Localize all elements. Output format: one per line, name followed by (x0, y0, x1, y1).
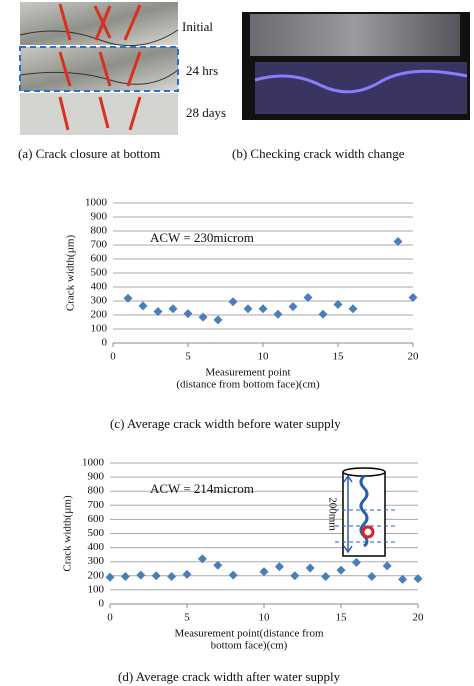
caption: (b) Checking crack width change (232, 146, 405, 161)
y-tick-label: 800 (91, 225, 108, 237)
data-point (303, 293, 313, 302)
y-tick-label: 1000 (85, 197, 108, 209)
y-tick-label: 600 (88, 513, 105, 525)
data-point (151, 571, 161, 581)
y-tick-label: 900 (91, 211, 108, 223)
data-point (288, 302, 298, 312)
x-axis-label: Measurement point (205, 367, 290, 379)
photo-a (19, 2, 179, 135)
x-tick-label: 5 (184, 612, 190, 624)
data-point (367, 572, 377, 582)
data-point (198, 312, 208, 322)
y-tick-label: 300 (88, 555, 105, 567)
caption: (d) Average crack width after water supp… (118, 669, 341, 684)
y-tick-label: 400 (91, 281, 108, 293)
inset-label: 200mm (326, 497, 338, 531)
data-point (167, 572, 177, 582)
y-tick-label: 500 (88, 527, 105, 539)
y-tick-label: 100 (91, 323, 108, 335)
data-point (321, 572, 331, 582)
y-tick-label: 700 (91, 239, 108, 251)
data-point (259, 567, 269, 577)
data-point (197, 554, 207, 564)
data-point (273, 309, 283, 319)
photo-label: Initial (182, 19, 213, 34)
x-tick-label: 20 (413, 612, 425, 624)
y-tick-label: 800 (88, 485, 105, 497)
y-tick-label: 100 (88, 583, 105, 595)
y-tick-label: 0 (102, 337, 108, 349)
x-tick-label: 0 (110, 351, 116, 363)
x-tick-label: 0 (107, 612, 113, 624)
data-point (120, 572, 130, 582)
photo-label: 28 days (186, 105, 226, 120)
x-tick-label: 15 (336, 612, 348, 624)
photo-b (242, 12, 470, 120)
data-point (393, 237, 403, 246)
x-tick-label: 5 (185, 351, 191, 363)
y-axis-label: Crack width(µm) (65, 235, 77, 312)
data-point (398, 574, 408, 584)
annotation: ACW = 230microm (150, 230, 254, 245)
data-point (213, 315, 223, 325)
x-tick-label: 15 (333, 351, 345, 363)
data-point (228, 297, 238, 307)
photo-label: 24 hrs (186, 63, 218, 78)
data-point (153, 307, 163, 316)
y-tick-label: 200 (91, 309, 108, 321)
data-point (274, 562, 284, 572)
data-point (413, 574, 423, 584)
x-axis-label: (distance from bottom face)(cm) (176, 379, 320, 391)
x-tick-label: 10 (258, 351, 270, 363)
caption: (a) Crack closure at bottom (18, 146, 160, 161)
data-point (336, 565, 346, 575)
x-tick-label: 10 (259, 612, 271, 624)
y-tick-label: 300 (91, 295, 108, 307)
data-point (228, 570, 238, 580)
caption: (c) Average crack width before water sup… (110, 416, 341, 431)
y-tick-label: 200 (88, 569, 105, 581)
data-point (182, 569, 192, 579)
data-point (123, 293, 133, 303)
y-tick-label: 700 (88, 499, 105, 511)
data-point (168, 304, 178, 314)
x-tick-label: 20 (408, 351, 420, 363)
data-point (318, 309, 328, 319)
y-axis-label: Crack width(µm) (62, 495, 74, 572)
data-point (348, 304, 358, 314)
data-point (243, 304, 253, 314)
x-axis-label: Measurement point(distance from (174, 628, 324, 640)
data-point (105, 572, 115, 582)
y-tick-label: 400 (88, 541, 105, 553)
y-tick-label: 1000 (82, 457, 105, 469)
data-point (305, 563, 315, 573)
data-point (351, 557, 361, 567)
data-point (258, 304, 268, 314)
inset-diagram (335, 467, 395, 557)
y-tick-label: 600 (91, 253, 108, 265)
data-point (290, 571, 300, 581)
data-point (138, 301, 148, 311)
data-point (183, 309, 193, 319)
y-tick-label: 900 (88, 471, 105, 483)
y-tick-label: 500 (91, 267, 108, 279)
data-point (333, 300, 343, 309)
y-tick-label: 0 (99, 598, 105, 610)
data-point (213, 560, 223, 570)
annotation: ACW = 214microm (150, 481, 254, 496)
x-axis-label: bottom face)(cm) (211, 640, 288, 652)
data-point (382, 561, 392, 571)
data-point (136, 570, 146, 580)
data-point (408, 293, 418, 302)
